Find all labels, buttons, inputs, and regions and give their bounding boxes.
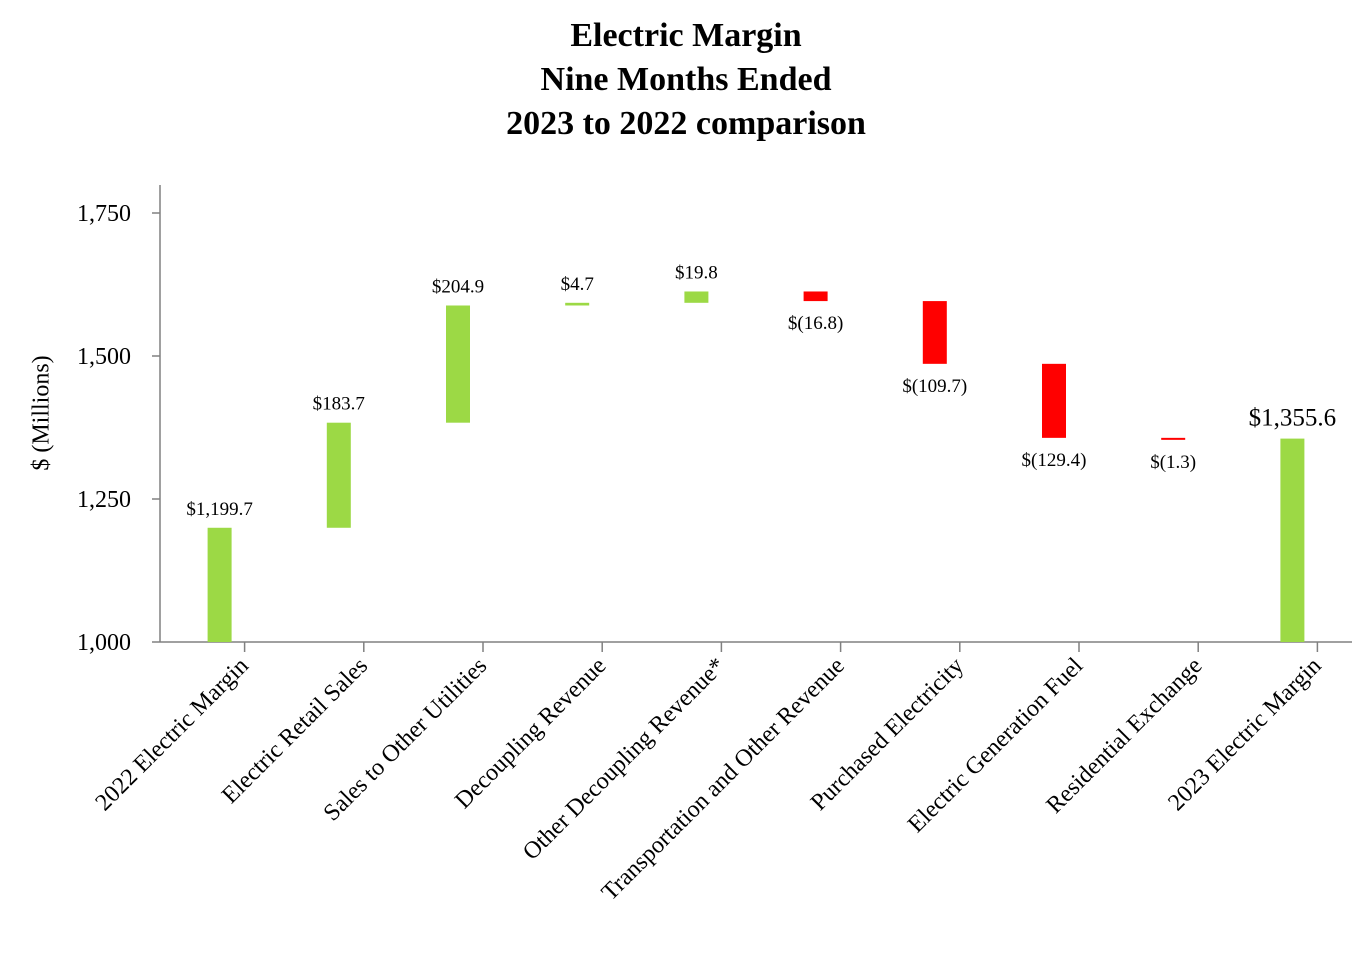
data-label: $183.7 — [313, 394, 365, 415]
chart-bars — [207, 291, 1305, 642]
data-label: $(109.7) — [902, 376, 967, 397]
bar-2 — [326, 422, 351, 528]
bar-1 — [207, 527, 232, 642]
y-tick-label: 1,750 — [77, 201, 131, 227]
x-tick-label: Other Decoupling Revenue* — [518, 653, 731, 866]
data-label: $4.7 — [561, 274, 594, 295]
bar-3 — [446, 305, 470, 423]
data-label: $(16.8) — [788, 313, 843, 334]
bar-5 — [684, 291, 709, 303]
chart-data-labels: $1,199.7 $183.7 $204.9 $4.7 $19.8 $(16.8) $(10… — [186, 262, 1336, 519]
bar-7 — [922, 301, 947, 364]
bar-4 — [565, 302, 590, 306]
y-tick-label: 1,000 — [77, 630, 131, 656]
y-tick-label: 1,250 — [77, 487, 131, 513]
chart-title-line-1: Electric Margin — [570, 17, 802, 54]
data-label: $1,355.6 — [1249, 405, 1337, 432]
chart-title-line-3: 2023 to 2022 comparison — [506, 105, 866, 142]
data-label: $19.8 — [675, 262, 718, 283]
chart-title-line-2: Nine Months Ended — [540, 61, 832, 98]
data-label: $(129.4) — [1022, 450, 1087, 471]
data-label: $(1.3) — [1150, 452, 1196, 473]
x-tick-label: Transportation and Other Revenue — [597, 653, 850, 906]
chart-axes: 1,000 1,250 1,500 1,750 — [77, 185, 1352, 656]
bar-10 — [1280, 438, 1305, 642]
bar-8 — [1042, 363, 1066, 438]
data-label: $204.9 — [432, 276, 484, 297]
y-tick-label: 1,500 — [77, 344, 131, 370]
bar-9 — [1161, 437, 1186, 440]
bar-6 — [803, 291, 828, 302]
data-label: $1,199.7 — [186, 499, 253, 520]
